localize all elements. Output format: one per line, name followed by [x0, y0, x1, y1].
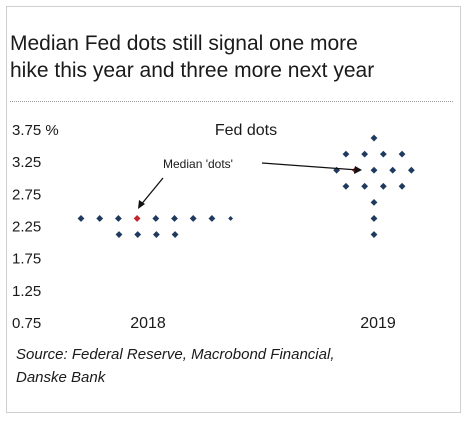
median-annotation: Median 'dots'	[138, 157, 362, 209]
y-tick-label: 1.25	[12, 283, 41, 300]
chart-title: Fed dots	[215, 122, 277, 139]
y-axis: 3.75 % 3.25 2.75 2.25 1.75 1.25 0.75	[12, 122, 59, 332]
dot-marker	[96, 215, 104, 222]
y-tick-label: 1.75	[12, 251, 41, 268]
y-tick-label: 3.75 %	[12, 122, 59, 139]
dot-marker	[342, 150, 350, 158]
dot-marker	[189, 215, 197, 222]
divider	[10, 101, 453, 102]
x-tick-label: 2019	[360, 315, 396, 332]
dot-marker	[370, 231, 378, 238]
dot-marker	[228, 216, 233, 221]
source-line-1: Source: Federal Reserve, Macrobond Finan…	[16, 346, 335, 363]
heading-line-2: hike this year and three more next year	[10, 59, 375, 82]
annotation-label: Median 'dots'	[163, 157, 233, 171]
dot-marker	[171, 231, 179, 238]
dots-layer	[77, 134, 415, 238]
dot-marker	[398, 182, 406, 190]
dot-marker	[208, 215, 216, 222]
dot-marker	[134, 231, 142, 238]
y-tick-label: 2.25	[12, 219, 41, 236]
dot-marker	[115, 215, 122, 222]
dot-marker	[370, 215, 378, 222]
dot-marker	[171, 215, 178, 222]
dot-marker	[115, 231, 123, 238]
heading-line-1: Median Fed dots still signal one more	[10, 32, 358, 55]
dot-marker	[408, 166, 415, 174]
source-note: Source: Federal Reserve, Macrobond Finan…	[16, 343, 446, 389]
arrow-head-left	[138, 200, 145, 209]
dot-plot-chart: Fed dots 3.75 %3.252.752.251.751.250.75 …	[12, 122, 415, 332]
dot-marker	[389, 166, 397, 174]
median-dot	[133, 215, 141, 222]
dot-marker	[153, 231, 160, 238]
dot-marker	[370, 166, 378, 174]
y-tick-label: 3.25	[12, 154, 41, 171]
source-line-2: Danske Bank	[16, 369, 106, 386]
chart-heading: Median Fed dots still signal one more hi…	[10, 30, 450, 84]
y-tick-label: 0.75	[12, 315, 41, 332]
chart-panel	[6, 6, 461, 413]
dot-marker	[342, 182, 350, 190]
dot-marker	[370, 198, 378, 206]
arrow-head-right	[354, 166, 362, 174]
dot-marker	[398, 150, 406, 158]
dot-marker	[370, 134, 378, 142]
annotation-arrow-left	[139, 177, 164, 207]
dot-marker	[361, 182, 369, 190]
x-tick-label: 2018	[130, 315, 166, 332]
dot-marker	[77, 215, 85, 222]
dot-marker	[152, 215, 160, 222]
dot-marker	[361, 150, 369, 158]
y-tick-label: 2.75	[12, 186, 41, 203]
dot-marker	[379, 150, 387, 158]
dot-marker	[379, 182, 387, 190]
annotation-arrow-right	[261, 162, 359, 171]
x-axis: 2018 2019	[130, 315, 396, 332]
